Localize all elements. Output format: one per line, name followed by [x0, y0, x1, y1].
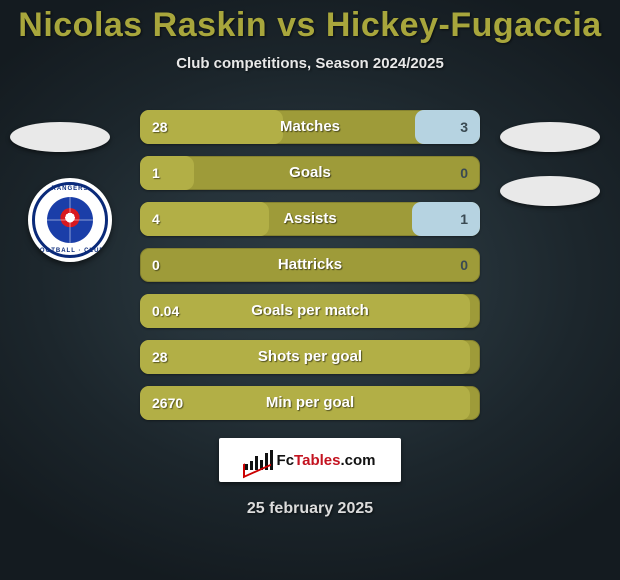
logo-text-mid: Tables — [294, 452, 340, 469]
logo-bar — [250, 461, 253, 470]
logo-text: FcTables.com — [277, 452, 376, 469]
stat-row: 0.04Goals per match — [140, 294, 480, 328]
stat-row: 10Goals — [140, 156, 480, 190]
logo-bar — [260, 460, 263, 470]
subtitle: Club competitions, Season 2024/2025 — [0, 55, 620, 72]
stat-row: 283Matches — [140, 110, 480, 144]
stat-label: Hattricks — [140, 248, 480, 282]
stat-row: 2670Min per goal — [140, 386, 480, 420]
logo-text-pre: Fc — [277, 452, 295, 469]
logo-bar — [270, 450, 273, 470]
stat-label: Matches — [140, 110, 480, 144]
stat-row: 28Shots per goal — [140, 340, 480, 374]
logo-text-suf: .com — [340, 452, 375, 469]
stat-row: 00Hattricks — [140, 248, 480, 282]
date-label: 25 february 2025 — [0, 500, 620, 518]
logo-bar — [245, 464, 248, 470]
stats-area: 283Matches 10Goals 41Assists 00Hattricks 0.0… — [0, 110, 620, 432]
stat-label: Goals per match — [140, 294, 480, 328]
logo-bar — [255, 456, 258, 470]
stat-label: Goals — [140, 156, 480, 190]
logo-bars-icon — [245, 450, 273, 470]
page-title: Nicolas Raskin vs Hickey-Fugaccia — [0, 0, 620, 45]
stat-label: Shots per goal — [140, 340, 480, 374]
content: Nicolas Raskin vs Hickey-Fugaccia Club c… — [0, 0, 620, 580]
logo-box[interactable]: FcTables.com — [219, 438, 401, 482]
stat-row: 41Assists — [140, 202, 480, 236]
logo-bar — [265, 453, 268, 470]
stat-label: Min per goal — [140, 386, 480, 420]
stat-label: Assists — [140, 202, 480, 236]
